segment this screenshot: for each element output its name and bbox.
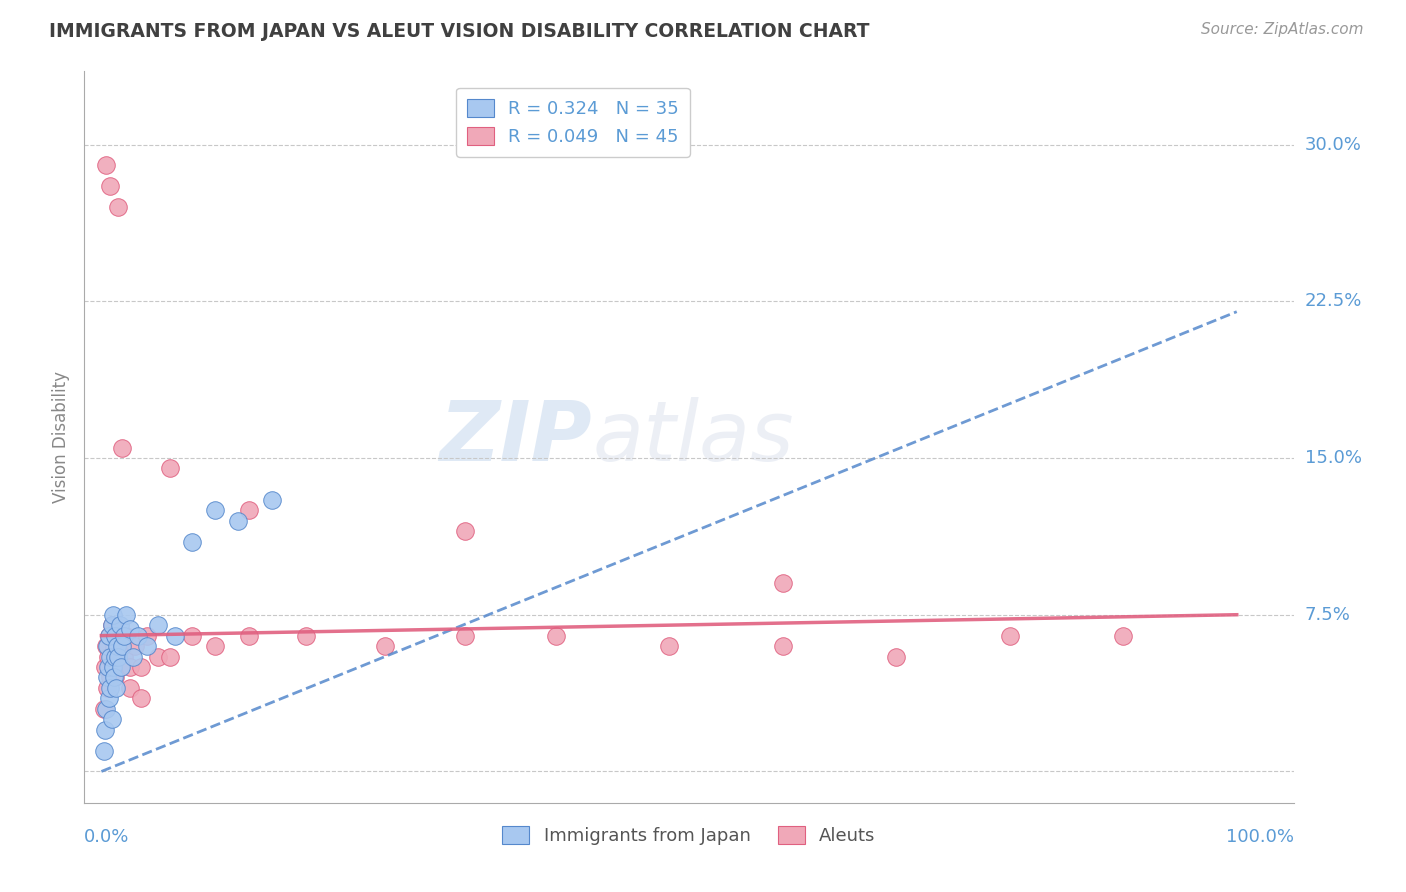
- Point: [118, 623, 141, 637]
- Point: [104, 649, 127, 664]
- Point: [97, 660, 120, 674]
- Text: 0.0%: 0.0%: [84, 828, 129, 846]
- Point: [104, 670, 127, 684]
- Point: [129, 660, 152, 674]
- Point: [96, 681, 118, 695]
- Point: [118, 681, 141, 695]
- Point: [772, 576, 794, 591]
- Point: [204, 639, 226, 653]
- Text: 100.0%: 100.0%: [1226, 828, 1294, 846]
- Point: [93, 702, 115, 716]
- Point: [105, 681, 128, 695]
- Point: [100, 618, 122, 632]
- Point: [108, 618, 131, 632]
- Point: [107, 649, 129, 664]
- Point: [124, 639, 146, 653]
- Point: [658, 639, 681, 653]
- Point: [111, 441, 134, 455]
- Point: [159, 649, 181, 664]
- Point: [105, 649, 128, 664]
- Point: [101, 660, 124, 674]
- Point: [100, 649, 122, 664]
- Point: [112, 629, 135, 643]
- Point: [110, 660, 132, 674]
- Point: [159, 461, 181, 475]
- Point: [544, 629, 567, 643]
- Point: [100, 618, 122, 632]
- Text: 30.0%: 30.0%: [1305, 136, 1361, 153]
- Point: [101, 607, 124, 622]
- Point: [96, 670, 118, 684]
- Point: [181, 534, 204, 549]
- Point: [94, 158, 117, 172]
- Point: [238, 503, 260, 517]
- Point: [98, 629, 121, 643]
- Point: [260, 492, 283, 507]
- Point: [165, 629, 187, 643]
- Point: [374, 639, 396, 653]
- Point: [107, 200, 129, 214]
- Point: [94, 660, 117, 674]
- Point: [226, 514, 249, 528]
- Point: [101, 660, 124, 674]
- Point: [100, 712, 122, 726]
- Point: [98, 629, 121, 643]
- Point: [135, 639, 157, 653]
- Point: [111, 639, 134, 653]
- Point: [146, 618, 169, 632]
- Text: IMMIGRANTS FROM JAPAN VS ALEUT VISION DISABILITY CORRELATION CHART: IMMIGRANTS FROM JAPAN VS ALEUT VISION DI…: [49, 22, 870, 41]
- Point: [104, 629, 127, 643]
- Point: [1112, 629, 1135, 643]
- Point: [94, 639, 117, 653]
- Point: [135, 629, 157, 643]
- Point: [454, 524, 477, 538]
- Point: [294, 629, 316, 643]
- Point: [98, 691, 121, 706]
- Text: ZIP: ZIP: [440, 397, 592, 477]
- Text: 7.5%: 7.5%: [1305, 606, 1351, 624]
- Point: [93, 743, 115, 757]
- Point: [94, 723, 117, 737]
- Y-axis label: Vision Disability: Vision Disability: [52, 371, 70, 503]
- Point: [204, 503, 226, 517]
- Text: atlas: atlas: [592, 397, 794, 477]
- Point: [181, 629, 204, 643]
- Point: [100, 681, 122, 695]
- Point: [115, 629, 138, 643]
- Point: [94, 702, 117, 716]
- Point: [454, 629, 477, 643]
- Point: [96, 639, 118, 653]
- Text: Source: ZipAtlas.com: Source: ZipAtlas.com: [1201, 22, 1364, 37]
- Point: [108, 660, 131, 674]
- Point: [146, 649, 169, 664]
- Point: [238, 629, 260, 643]
- Point: [100, 670, 122, 684]
- Point: [103, 670, 125, 684]
- Point: [998, 629, 1021, 643]
- Text: 22.5%: 22.5%: [1305, 293, 1362, 310]
- Point: [127, 629, 149, 643]
- Point: [107, 629, 129, 643]
- Text: 15.0%: 15.0%: [1305, 449, 1361, 467]
- Point: [105, 639, 128, 653]
- Point: [122, 649, 145, 664]
- Point: [115, 607, 138, 622]
- Point: [129, 691, 152, 706]
- Point: [111, 639, 134, 653]
- Point: [97, 649, 120, 664]
- Point: [103, 639, 125, 653]
- Point: [112, 649, 135, 664]
- Point: [772, 639, 794, 653]
- Point: [100, 179, 122, 194]
- Legend: Immigrants from Japan, Aleuts: Immigrants from Japan, Aleuts: [495, 819, 883, 852]
- Point: [118, 660, 141, 674]
- Point: [884, 649, 907, 664]
